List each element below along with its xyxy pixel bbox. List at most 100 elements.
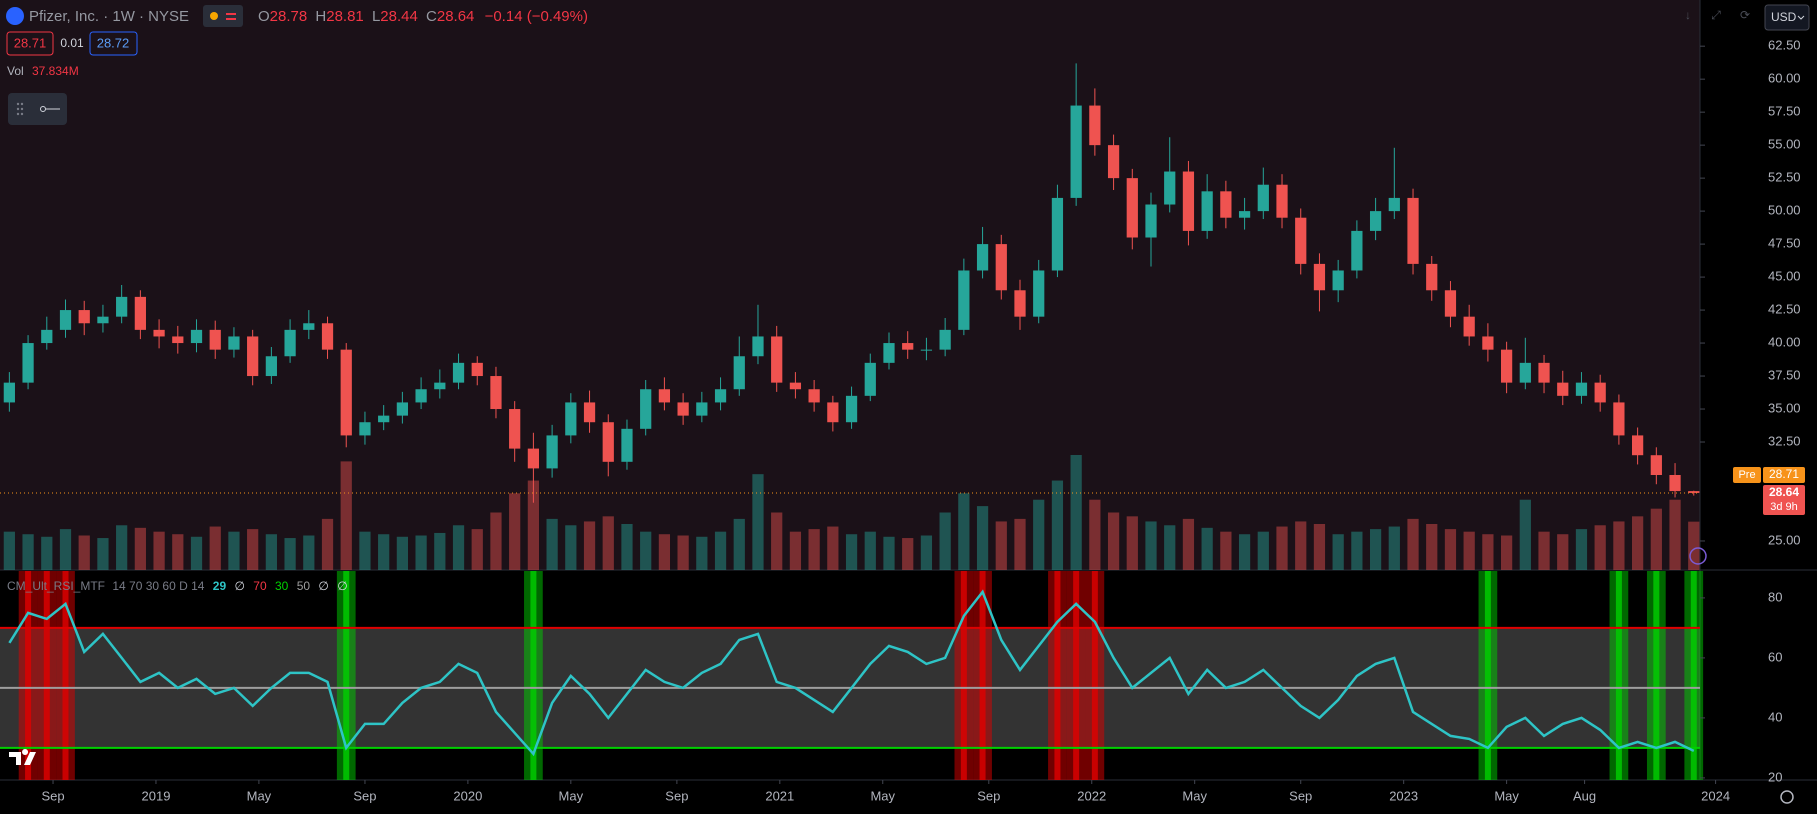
candle-body bbox=[209, 329, 221, 350]
candle-body bbox=[1164, 171, 1176, 205]
volume-bar bbox=[265, 534, 277, 570]
legend-value: 30 bbox=[275, 579, 289, 593]
ask-box[interactable] bbox=[89, 31, 138, 56]
y-tick-label: 80 bbox=[1768, 589, 1782, 604]
x-tick-label: 2021 bbox=[765, 788, 794, 803]
volume-bar bbox=[359, 531, 371, 570]
candle-body bbox=[134, 296, 146, 330]
highlight-core bbox=[25, 571, 32, 780]
candle-body bbox=[546, 435, 558, 469]
currency[interactable]: USD bbox=[1771, 10, 1797, 24]
y-tick-label: 20 bbox=[1768, 769, 1782, 784]
candle-body bbox=[752, 336, 764, 357]
x-tick-label: May bbox=[870, 788, 895, 803]
candle-body bbox=[733, 356, 745, 390]
volume-bar bbox=[321, 518, 334, 570]
volume-bar bbox=[1669, 499, 1681, 570]
candle-body bbox=[845, 395, 858, 423]
candle-body bbox=[153, 329, 165, 337]
volume-bar bbox=[1650, 508, 1662, 570]
candle-body bbox=[247, 336, 259, 377]
candle-body bbox=[284, 329, 296, 357]
logo[interactable] bbox=[9, 749, 36, 765]
candle-body bbox=[1482, 336, 1494, 350]
candle-body bbox=[976, 244, 989, 271]
bid-box[interactable] bbox=[6, 31, 54, 56]
candle-body bbox=[621, 428, 633, 462]
rsi-legend: CM_Ult_RSI_MTF 14 70 30 60 D 14 29 ∅ 70 … bbox=[7, 579, 348, 593]
marks bbox=[0, 63, 1704, 780]
candle-body bbox=[995, 244, 1007, 291]
candle-body bbox=[696, 402, 708, 416]
y-tick-label: 32.50 bbox=[1768, 433, 1801, 448]
candle-body bbox=[920, 349, 933, 351]
status-icons[interactable] bbox=[203, 5, 243, 27]
candle-body bbox=[1632, 435, 1644, 456]
symbol: Pfizer, Inc. · 1W · NYSE bbox=[29, 8, 189, 25]
candle-body bbox=[1426, 263, 1438, 291]
candle-body bbox=[1407, 197, 1419, 264]
fullscreen-icon[interactable]: ⤢ bbox=[1710, 8, 1721, 22]
last-price-tag bbox=[1763, 484, 1805, 515]
candle-body bbox=[677, 402, 689, 416]
ohlc-key: L bbox=[372, 8, 380, 25]
grip bbox=[16, 102, 20, 106]
pre-price: 28.71 bbox=[1769, 467, 1799, 481]
alert-icon[interactable] bbox=[1689, 547, 1707, 565]
candle-body bbox=[415, 389, 427, 403]
candle-body bbox=[602, 422, 614, 462]
volume-bar bbox=[658, 534, 671, 570]
candle-body bbox=[1351, 230, 1363, 271]
pre-tag bbox=[1733, 467, 1761, 484]
volume-bar bbox=[920, 535, 933, 570]
volume-bar bbox=[565, 525, 577, 570]
volume-bar bbox=[1201, 527, 1213, 570]
volume-bar bbox=[902, 538, 914, 570]
volume-bar bbox=[789, 531, 802, 570]
line-tool[interactable] bbox=[40, 106, 46, 112]
highlight-core bbox=[1091, 571, 1098, 780]
volume-bar bbox=[41, 536, 53, 570]
ohlc-value: 28.78 bbox=[270, 8, 308, 25]
candle-body bbox=[228, 336, 240, 350]
candle-body bbox=[883, 343, 895, 363]
volume-bar bbox=[1613, 521, 1625, 570]
scroll-icon[interactable]: ↓ bbox=[1685, 8, 1691, 22]
candle-body bbox=[714, 389, 727, 403]
volume-bar bbox=[1014, 518, 1026, 570]
chevron bbox=[1797, 15, 1805, 20]
symbol-icon bbox=[6, 7, 24, 25]
x-tick-label: 2020 bbox=[453, 788, 482, 803]
volume-bar bbox=[78, 535, 90, 570]
bid[interactable]: 28.71 bbox=[14, 35, 47, 50]
candle-body bbox=[434, 382, 446, 390]
ask[interactable]: 28.72 bbox=[97, 35, 130, 50]
x-tick-label: Sep bbox=[665, 788, 688, 803]
x-tick-label: Sep bbox=[41, 788, 64, 803]
candle-body bbox=[1688, 491, 1700, 493]
volume-bar bbox=[452, 525, 465, 570]
highlight-core bbox=[62, 571, 69, 780]
candle-body bbox=[1033, 270, 1045, 317]
dividend-icon bbox=[226, 13, 236, 15]
volume-bar bbox=[1575, 529, 1588, 570]
highlight-core bbox=[343, 571, 350, 780]
reset-icon[interactable]: ⟳ bbox=[1740, 8, 1750, 22]
y-tick-label: 37.50 bbox=[1768, 367, 1801, 382]
volume-bar bbox=[1164, 525, 1176, 570]
volume-value: 37.834M bbox=[32, 64, 79, 78]
candle-body bbox=[265, 356, 277, 377]
pre-label: Pre bbox=[1738, 469, 1755, 481]
settings-icon[interactable] bbox=[1780, 790, 1794, 804]
volume-bar bbox=[1145, 521, 1157, 570]
candle-body bbox=[471, 362, 483, 377]
candle-body bbox=[1276, 184, 1288, 218]
volume-bar bbox=[939, 512, 951, 570]
volume-bar bbox=[172, 534, 184, 570]
toolbar[interactable] bbox=[8, 93, 67, 125]
candle-body bbox=[1500, 349, 1513, 383]
candle-body bbox=[1519, 362, 1531, 383]
volume-bar bbox=[415, 535, 427, 570]
candle-body bbox=[789, 382, 802, 390]
currency-button[interactable] bbox=[1764, 4, 1810, 31]
